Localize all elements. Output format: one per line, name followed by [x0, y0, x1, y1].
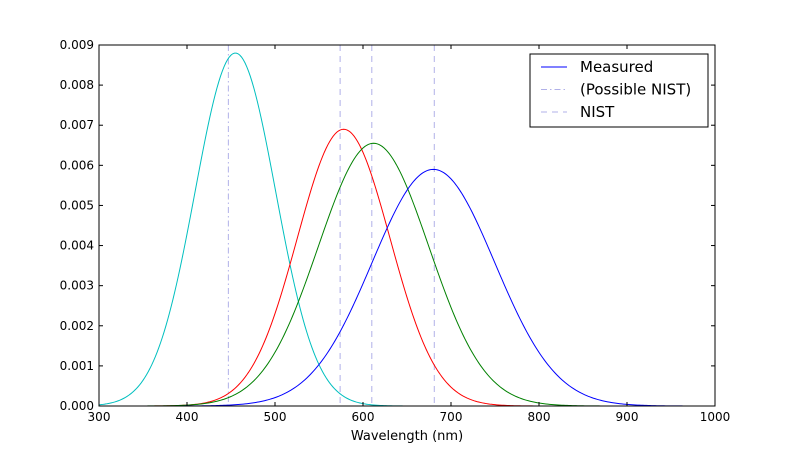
- series-curve-3: [99, 168, 715, 407]
- y-tick-label: 0.000: [60, 399, 94, 413]
- legend: Measured (Possible NIST) NIST: [529, 53, 709, 128]
- y-tick-label: 0.007: [60, 118, 94, 132]
- x-tick-label: 400: [176, 410, 199, 424]
- y-tick-label: 0.002: [60, 319, 94, 333]
- x-tick-label: 300: [88, 410, 111, 424]
- x-tick-label: 800: [528, 410, 551, 424]
- y-tick-label: 0.001: [60, 359, 94, 373]
- reference-lines: [227, 45, 435, 406]
- x-axis-label: Wavelength (nm): [351, 429, 463, 444]
- y-tick-label: 0.003: [60, 279, 94, 293]
- x-tick-label: 1000: [700, 410, 731, 424]
- plot-frame: [98, 44, 716, 407]
- legend-label-2: NIST: [580, 103, 615, 121]
- legend-label-1: (Possible NIST): [580, 81, 691, 99]
- y-tick-label: 0.009: [60, 38, 94, 52]
- legend-label-0: Measured: [580, 58, 653, 76]
- legend-box: [529, 53, 709, 128]
- x-tick-label: 600: [352, 410, 375, 424]
- y-axis-ticks: 0.000 0.001 0.002 0.003 0.004 0.005 0.006 0.007…: [60, 38, 715, 413]
- x-tick-label: 900: [616, 410, 639, 424]
- series-curve-1: [99, 128, 715, 407]
- series-curve-2: [99, 142, 715, 407]
- x-tick-label: 500: [264, 410, 287, 424]
- x-tick-label: 700: [440, 410, 463, 424]
- y-tick-label: 0.005: [60, 198, 94, 212]
- y-tick-label: 0.008: [60, 78, 94, 92]
- y-tick-label: 0.004: [60, 239, 94, 253]
- y-tick-label: 0.006: [60, 158, 94, 172]
- x-axis-ticks: 300 400 500 600 700 800 900 1000: [88, 45, 731, 424]
